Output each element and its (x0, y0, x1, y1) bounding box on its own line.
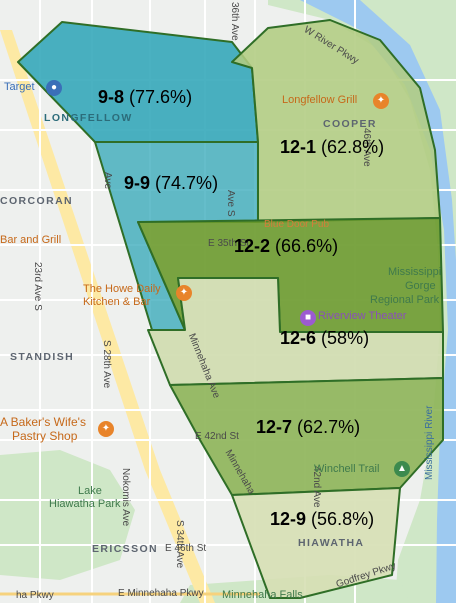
neighborhood-hiawatha: HIAWATHA (298, 537, 365, 549)
street-label-e-42nd: E 42nd St (195, 431, 239, 442)
poi-winchell-trail[interactable]: Winchell Trail (314, 463, 380, 475)
poi-bar-grill[interactable]: Bar and Grill (0, 234, 62, 246)
park-mississippi-line1: Mississippi (388, 266, 442, 278)
restaurant-pin-icon[interactable]: ✦ (373, 93, 389, 109)
precinct-label-9-8: 9-8 (77.6%) (98, 87, 192, 108)
poi-riverview-theater[interactable]: Riverview Theater (318, 310, 407, 322)
precinct-share-9-9: (74.7%) (155, 173, 219, 193)
precinct-12-6-area[interactable] (147, 277, 444, 386)
lake-hiawatha-park (0, 450, 135, 580)
street-label-28th-ave: S 28th Ave (101, 340, 112, 389)
highway-hiawatha (0, 30, 215, 603)
street-label-36th-ave: 36th Ave (229, 2, 240, 41)
precinct-label-12-2: 12-2 (66.6%) (234, 236, 338, 257)
precinct-share-9-8: (77.6%) (129, 87, 193, 107)
neighborhood-corcoran: CORCORAN (0, 195, 74, 207)
poi-target[interactable]: Target (4, 81, 35, 93)
park-lake-hiawatha-line2: Hiawatha Park (49, 498, 121, 510)
neighborhood-standish: STANDISH (10, 351, 75, 363)
howe-pin-icon[interactable]: ✦ (176, 285, 192, 301)
park-mississippi-line2: Gorge (405, 280, 436, 292)
neighborhood-ericsson: ERICSSON (92, 543, 159, 555)
street-label-ave-9-9: Ave (102, 172, 113, 190)
precinct-id-12-2: 12-2 (234, 236, 271, 256)
mississippi-river (300, 0, 456, 603)
precinct-share-12-6: (58%) (321, 328, 370, 348)
poi-target-label: Target (4, 81, 35, 93)
street-label-e-35th: E 35th St (208, 238, 250, 249)
precinct-label-12-1: 12-1 (62.8%) (280, 137, 384, 158)
target-pin-icon[interactable]: ● (46, 80, 62, 96)
street-label-nokomis-ave: Nokomis Ave (120, 468, 131, 527)
precinct-label-12-7: 12-7 (62.7%) (256, 417, 360, 438)
poi-howe-daily-line2[interactable]: Kitchen & Bar (83, 296, 151, 308)
precinct-id-12-9: 12-9 (270, 509, 307, 529)
poi-bakers-wife-line1[interactable]: A Baker's Wife's (0, 415, 86, 429)
neighborhood-longfellow: LONGFELLOW (44, 112, 133, 124)
precinct-share-12-7: (62.7%) (297, 417, 361, 437)
street-label-ave-s: Ave S (225, 190, 236, 217)
precinct-id-9-8: 9-8 (98, 87, 125, 107)
poi-howe-daily-line1[interactable]: The Howe Daily (83, 283, 161, 295)
poi-bakers-wife-line2[interactable]: Pastry Shop (12, 429, 78, 443)
precinct-label-12-9: 12-9 (56.8%) (270, 509, 374, 530)
street-label-e-minnehaha-pkwy: E Minnehaha Pkwy (118, 588, 204, 599)
precinct-12-9-area[interactable] (231, 487, 401, 599)
precinct-label-9-9: 9-9 (74.7%) (124, 173, 218, 194)
precinct-share-12-1: (62.8%) (321, 137, 385, 157)
park-lake-hiawatha-line1: Lake (78, 485, 102, 497)
street-label-e-46th: E 46th St (165, 543, 207, 554)
neighborhood-cooper: COOPER (323, 118, 377, 130)
precinct-id-12-6: 12-6 (280, 328, 317, 348)
precinct-share-12-2: (66.6%) (275, 236, 339, 256)
precinct-12-1-area[interactable] (231, 19, 441, 223)
street-label-23rd-ave: 23rd Ave S (32, 262, 43, 311)
theater-pin-icon[interactable]: ■ (300, 310, 316, 326)
precinct-id-12-1: 12-1 (280, 137, 317, 157)
street-label-34th-ave: S 34th Ave (174, 520, 185, 569)
precinct-id-9-9: 9-9 (124, 173, 151, 193)
precinct-label-12-6: 12-6 (58%) (280, 328, 369, 349)
poi-minnehaha-falls[interactable]: Minnehaha Falls (222, 589, 303, 601)
precinct-share-12-9: (56.8%) (311, 509, 375, 529)
street-label-ha-pkwy: ha Pkwy (16, 590, 54, 601)
trail-pin-icon[interactable]: ▲ (394, 461, 410, 477)
poi-longfellow-grill[interactable]: Longfellow Grill (282, 94, 358, 106)
park-regional-park: Regional Park (370, 294, 440, 306)
precinct-id-12-7: 12-7 (256, 417, 293, 437)
river-label-mississippi: Mississippi River (424, 405, 435, 480)
poi-blue-door[interactable]: Blue Door Pub (264, 219, 330, 230)
bakery-pin-icon[interactable]: ✦ (98, 421, 114, 437)
